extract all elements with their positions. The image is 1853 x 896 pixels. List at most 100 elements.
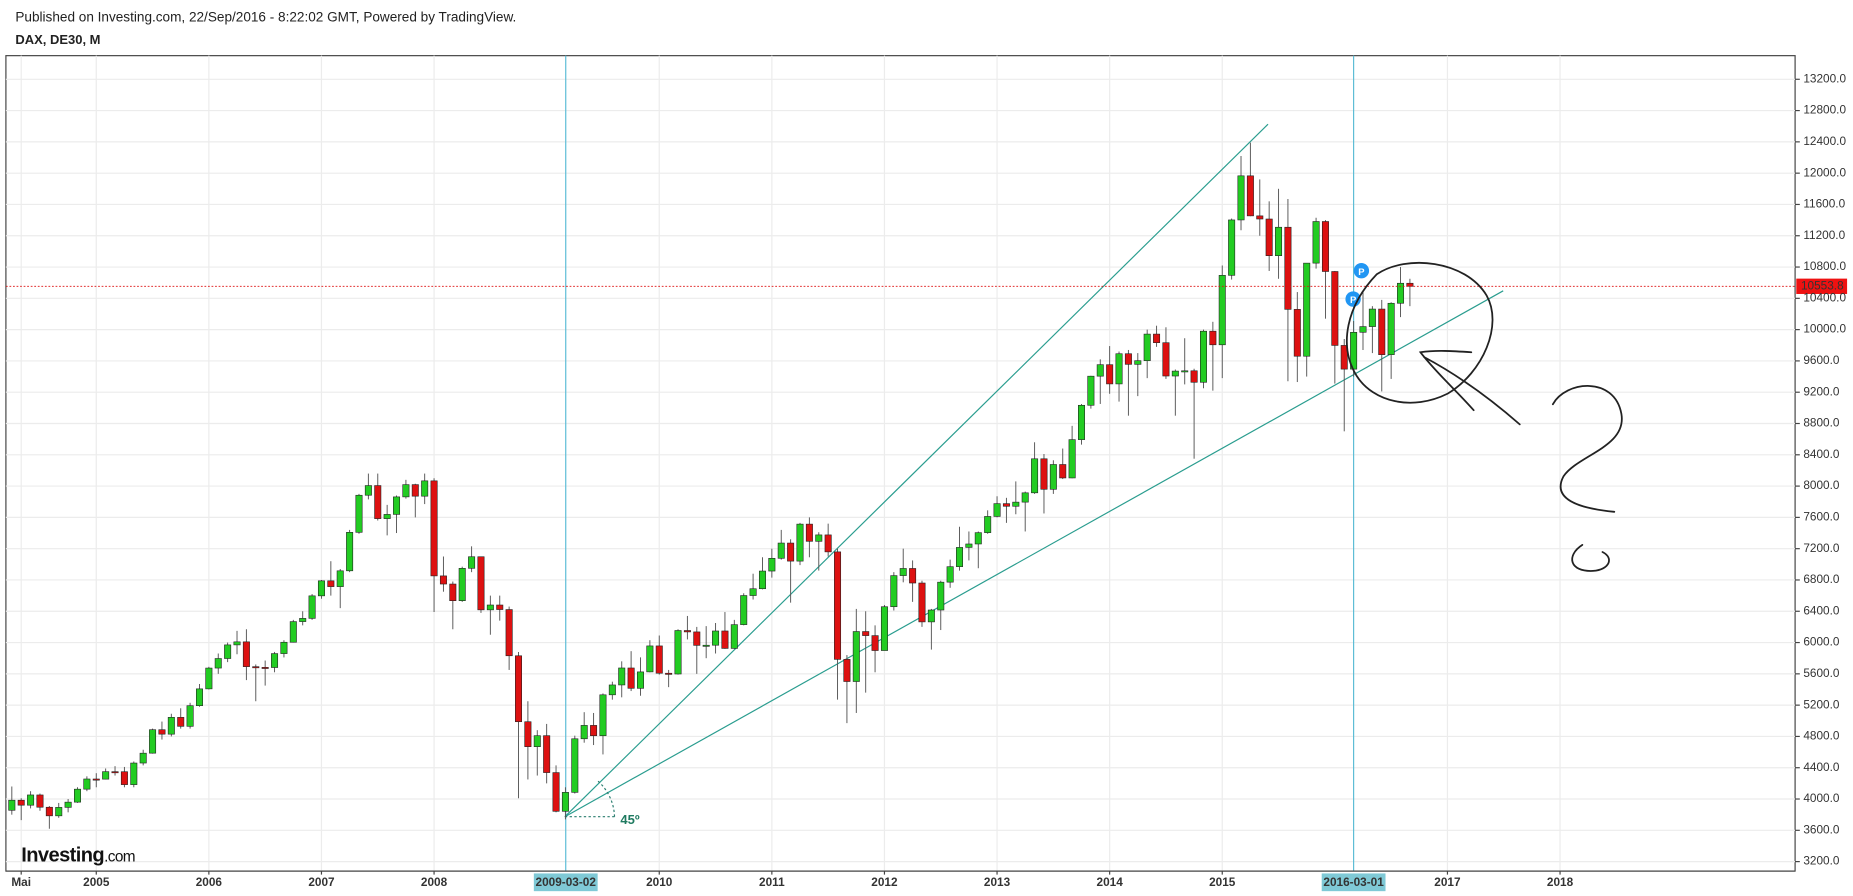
candle-body (102, 771, 110, 780)
candle-body (1209, 330, 1217, 346)
x-tick-label: 2015 (1209, 875, 1236, 889)
candle-body (1312, 221, 1320, 264)
candle-body (937, 581, 945, 611)
candle-body (1397, 282, 1405, 304)
crosshair-label-bg (1321, 873, 1386, 892)
y-tick-label: 10400.0 (1803, 290, 1846, 304)
candle-body (909, 568, 917, 584)
candle-body (186, 705, 194, 727)
candle-body (1115, 353, 1123, 385)
candle-body (871, 635, 879, 651)
candle-body (1162, 342, 1170, 377)
candle-body (36, 794, 44, 808)
candle-body (233, 641, 241, 646)
candle-body (421, 480, 429, 497)
candle-body (393, 496, 401, 515)
candle-body (984, 516, 992, 533)
candle-body (599, 694, 607, 737)
candle-body (646, 645, 654, 673)
trend-line (564, 290, 1504, 818)
candle-body (27, 794, 35, 806)
candle-body (1087, 375, 1095, 406)
logo-suffix: .com (104, 849, 135, 866)
candle-body (674, 630, 682, 675)
y-tick-label: 6800.0 (1803, 572, 1840, 586)
candle-body (843, 659, 851, 682)
candle-body (1275, 226, 1283, 256)
candle-body (158, 729, 166, 735)
candle-body (167, 717, 175, 735)
y-tick-label: 3600.0 (1803, 822, 1840, 836)
candle-body (1387, 302, 1395, 355)
candle-body (515, 655, 522, 723)
y-tick-label: 8000.0 (1803, 478, 1840, 492)
candle-body (561, 792, 569, 812)
hand-drawing (1551, 385, 1623, 513)
candle-body (120, 771, 128, 785)
candle-body (1124, 353, 1132, 365)
candle-body (468, 556, 476, 569)
candle-body (261, 667, 269, 669)
candle-body (1265, 218, 1273, 256)
logo-text: Investing (21, 845, 104, 867)
candle-body (486, 604, 494, 611)
candle-body (590, 725, 598, 737)
candle-body (1040, 458, 1048, 490)
candle-body (712, 630, 720, 646)
candle-body (580, 725, 588, 740)
candle-body (777, 542, 785, 559)
candle-body (280, 641, 288, 654)
candle-body (1218, 275, 1226, 346)
candle-body (974, 532, 982, 545)
candle-body (1378, 308, 1386, 355)
y-tick-label: 12800.0 (1803, 103, 1846, 117)
candle-body (45, 806, 53, 817)
candle-body (214, 658, 222, 669)
candle-body (852, 631, 860, 682)
candle-body (1293, 309, 1301, 357)
candle-body (139, 752, 147, 764)
candle-body (505, 609, 513, 657)
candle-body (890, 575, 898, 608)
candle-body (130, 762, 138, 785)
y-tick-label: 4400.0 (1803, 760, 1840, 774)
candle-body (1153, 333, 1161, 343)
candle-body (83, 778, 91, 790)
candle-body (683, 630, 691, 633)
candle-body (271, 653, 279, 668)
y-tick-label: 9600.0 (1803, 353, 1840, 367)
candle-body (1368, 308, 1376, 327)
candle-body (477, 556, 485, 611)
x-tick-label: 2006 (196, 875, 223, 889)
x-tick-label: 2013 (984, 875, 1011, 889)
candle-body (805, 523, 813, 542)
y-tick-label: 7200.0 (1803, 541, 1840, 555)
x-tick-label: 2010 (646, 875, 673, 889)
candle-body (1021, 492, 1029, 503)
y-tick-label: 8400.0 (1803, 447, 1840, 461)
candle-body (1096, 364, 1104, 377)
y-tick-label: 4000.0 (1803, 791, 1840, 805)
last-price-label: 10553.8 (1801, 278, 1844, 292)
y-tick-label: 6400.0 (1803, 603, 1840, 617)
candle-body (252, 666, 260, 669)
logo: Investing.com (21, 845, 135, 867)
candle-body (693, 631, 701, 646)
trend-line (564, 123, 1269, 818)
y-tick-label: 12400.0 (1803, 134, 1846, 148)
candle-body (1237, 175, 1245, 221)
candle-body (177, 717, 185, 727)
candle-body (730, 624, 738, 649)
candle-body (1078, 404, 1085, 440)
y-tick-label: 12000.0 (1803, 165, 1846, 179)
candle-body (524, 721, 532, 747)
candle-body (430, 480, 438, 577)
candle-body (8, 799, 16, 811)
hand-drawing (1418, 350, 1521, 426)
candle-body (458, 568, 466, 601)
candle-body (289, 621, 297, 643)
candle-body (1340, 345, 1348, 370)
event-marker[interactable] (1353, 263, 1370, 279)
y-tick-label: 7600.0 (1803, 510, 1840, 524)
candle-body (111, 771, 119, 774)
